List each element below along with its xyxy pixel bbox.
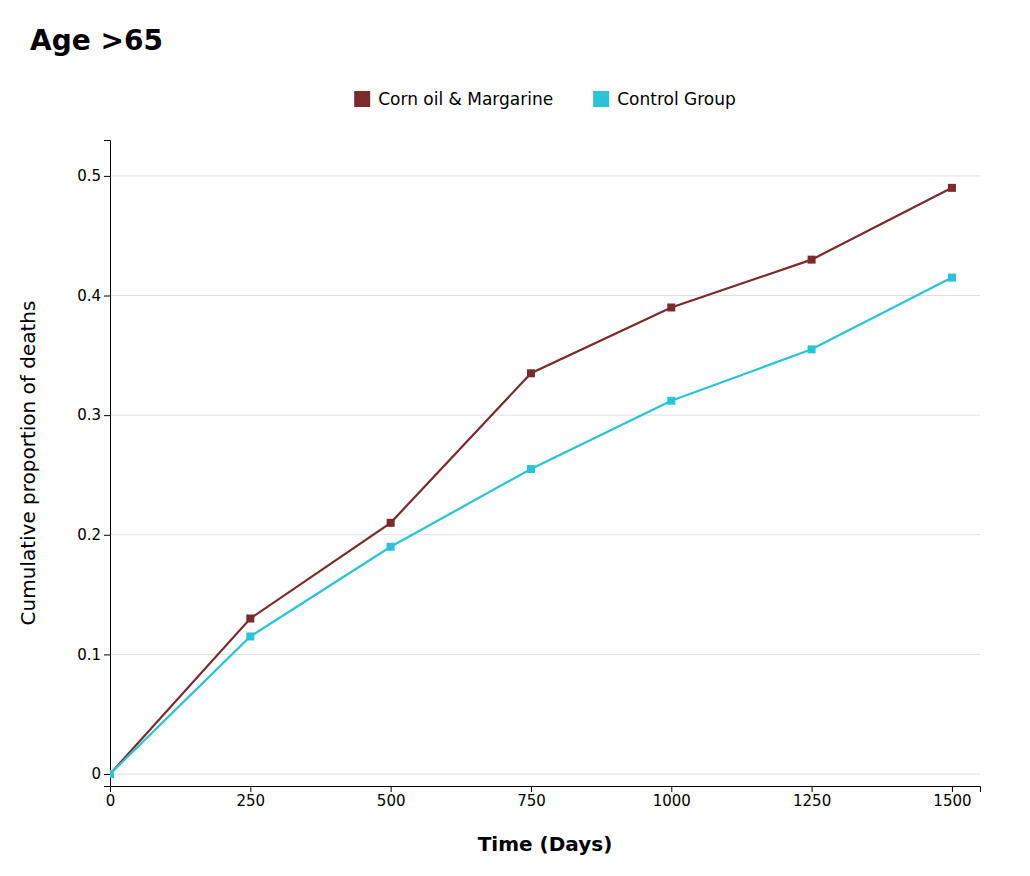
legend-swatch bbox=[593, 91, 609, 107]
tick: 0 bbox=[106, 786, 116, 810]
tick-mark bbox=[104, 654, 110, 655]
marker bbox=[387, 543, 395, 551]
title: Age >65 bbox=[30, 24, 163, 57]
tick: 0.2 bbox=[77, 526, 110, 544]
tick: 0.1 bbox=[77, 646, 110, 664]
tick: 250 bbox=[237, 786, 266, 810]
legend-item: Control Group bbox=[593, 89, 736, 109]
series-group bbox=[110, 184, 956, 778]
tick-label: 0 bbox=[91, 765, 101, 783]
chart: 0 250 500 750 1000 1250 1500 0 0.1 0.2 0.3 0.4 0.5 Ti… bbox=[0, 0, 1030, 876]
x-axis: 0 250 500 750 1000 1250 1500 bbox=[106, 786, 981, 810]
tick-label: 1000 bbox=[653, 792, 691, 810]
tick: 0.4 bbox=[77, 287, 110, 305]
tick-label: 0.5 bbox=[77, 167, 101, 185]
grid-line bbox=[110, 654, 980, 655]
marker bbox=[948, 274, 956, 282]
marker bbox=[948, 184, 956, 192]
plot-area: 0 250 500 750 1000 1250 1500 0 0.1 0.2 0.3 0.4 0.5 bbox=[77, 141, 980, 810]
x-axis-title: Time (Days) bbox=[478, 832, 613, 856]
grid-line bbox=[110, 534, 980, 535]
tick-mark bbox=[104, 415, 110, 416]
marker bbox=[667, 303, 675, 311]
marker bbox=[808, 256, 816, 264]
series-line bbox=[110, 278, 952, 774]
series-line bbox=[110, 188, 952, 774]
legend-swatch bbox=[354, 91, 370, 107]
legend-item: Corn oil & Margarine bbox=[354, 89, 553, 109]
grid-line bbox=[110, 774, 980, 775]
grid-line bbox=[110, 295, 980, 296]
tick-mark bbox=[104, 535, 110, 536]
tick-mark bbox=[104, 774, 110, 775]
tick-label: 1500 bbox=[933, 792, 971, 810]
tick-label: 500 bbox=[377, 792, 406, 810]
marker bbox=[667, 397, 675, 405]
y-axis-title: Cumulative proportion of deaths bbox=[16, 301, 40, 626]
marker bbox=[527, 369, 535, 377]
tick-label: 0.2 bbox=[77, 526, 101, 544]
tick: 1250 bbox=[793, 786, 831, 810]
tick-label: 0.3 bbox=[77, 406, 101, 424]
grid bbox=[110, 176, 980, 774]
tick: 1500 bbox=[933, 786, 971, 810]
tick: 0 bbox=[91, 765, 110, 783]
marker bbox=[110, 770, 114, 778]
marker bbox=[387, 519, 395, 527]
grid-line bbox=[110, 415, 980, 416]
legend-label: Control Group bbox=[617, 89, 736, 109]
marker bbox=[110, 770, 114, 778]
marker bbox=[527, 465, 535, 473]
tick: 0.3 bbox=[77, 406, 110, 424]
tick-label: 0.4 bbox=[77, 287, 101, 305]
tick: 1000 bbox=[653, 786, 691, 810]
tick-label: 0.1 bbox=[77, 646, 101, 664]
tick-label: 0 bbox=[106, 792, 116, 810]
tick-label: 1250 bbox=[793, 792, 831, 810]
marker bbox=[808, 345, 816, 353]
y-axis: 0 0.1 0.2 0.3 0.4 0.5 bbox=[77, 141, 110, 787]
tick: 500 bbox=[377, 786, 406, 810]
legend: Corn oil & Margarine Control Group bbox=[354, 89, 736, 109]
tick-mark bbox=[104, 176, 110, 177]
tick-label: 750 bbox=[517, 792, 546, 810]
marker bbox=[246, 632, 254, 640]
marker bbox=[246, 615, 254, 623]
tick-label: 250 bbox=[237, 792, 266, 810]
tick-mark bbox=[104, 296, 110, 297]
axis-line bbox=[104, 141, 111, 787]
grid-line bbox=[110, 175, 980, 176]
legend-label: Corn oil & Margarine bbox=[378, 89, 553, 109]
tick: 750 bbox=[517, 786, 546, 810]
tick: 0.5 bbox=[77, 167, 110, 185]
